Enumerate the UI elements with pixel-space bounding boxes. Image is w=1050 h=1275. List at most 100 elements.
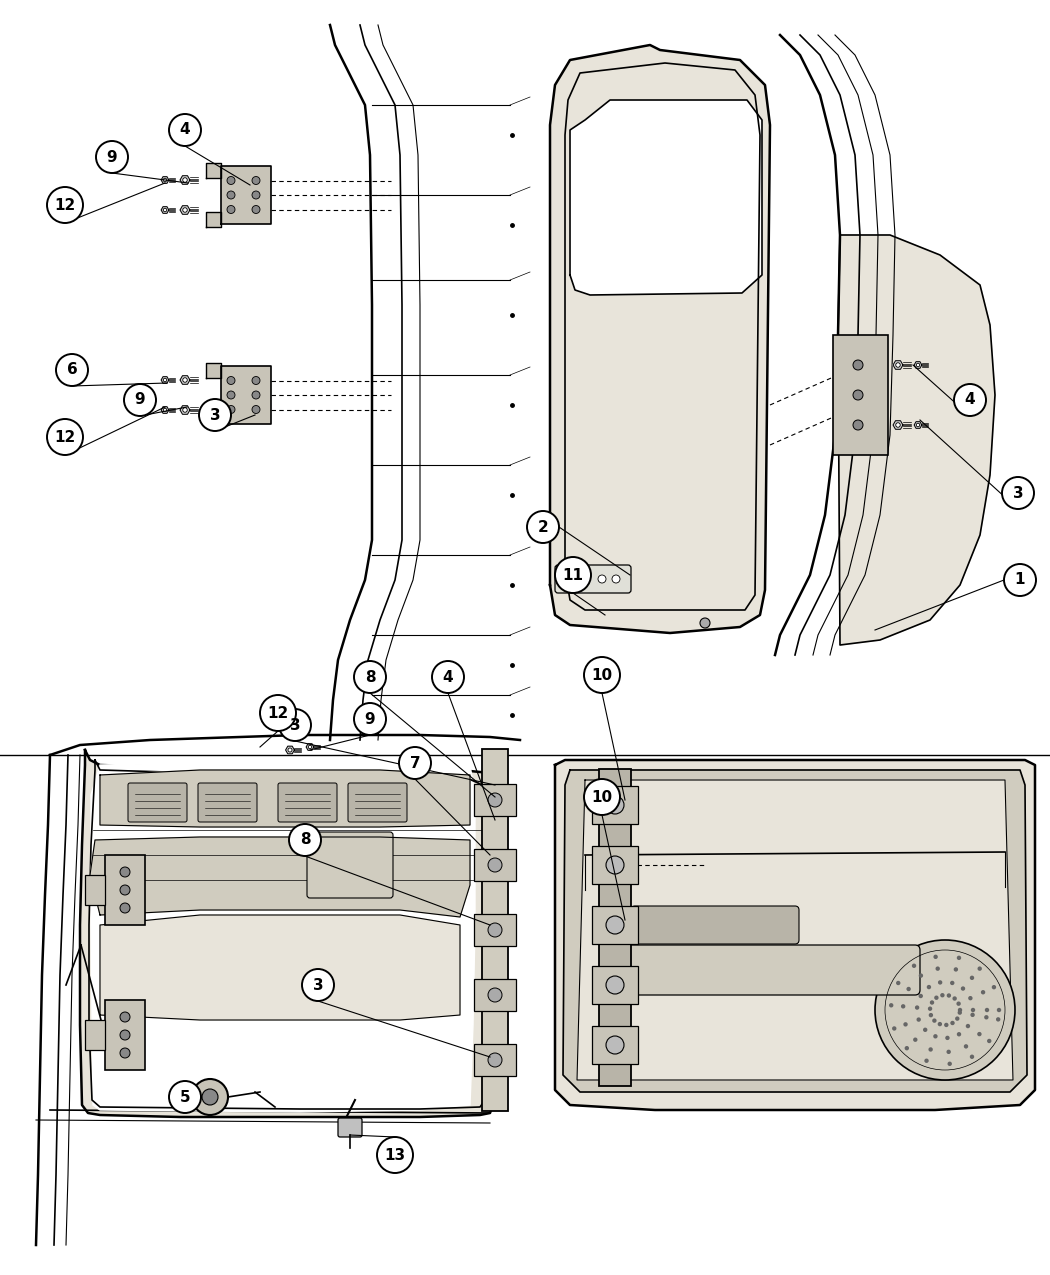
- Polygon shape: [180, 176, 190, 185]
- Polygon shape: [206, 213, 220, 227]
- Circle shape: [279, 709, 311, 741]
- Polygon shape: [161, 177, 169, 184]
- Circle shape: [919, 993, 923, 998]
- Text: 7: 7: [410, 756, 420, 770]
- Text: 6: 6: [66, 362, 78, 377]
- Circle shape: [875, 940, 1015, 1080]
- Circle shape: [163, 179, 167, 182]
- Circle shape: [985, 1007, 989, 1012]
- Circle shape: [302, 969, 334, 1001]
- Circle shape: [947, 1062, 952, 1066]
- Polygon shape: [838, 235, 995, 645]
- Circle shape: [555, 557, 591, 593]
- Circle shape: [606, 856, 624, 873]
- FancyBboxPatch shape: [482, 748, 508, 1111]
- Circle shape: [488, 793, 502, 807]
- Polygon shape: [220, 166, 271, 224]
- Circle shape: [928, 1006, 932, 1011]
- Circle shape: [227, 376, 235, 385]
- Polygon shape: [180, 376, 190, 384]
- Circle shape: [933, 1034, 938, 1039]
- FancyBboxPatch shape: [592, 907, 638, 944]
- Circle shape: [120, 885, 130, 895]
- Text: 12: 12: [55, 198, 76, 213]
- Circle shape: [984, 1015, 988, 1020]
- Circle shape: [169, 1081, 201, 1113]
- Circle shape: [917, 1017, 921, 1021]
- FancyBboxPatch shape: [105, 856, 145, 924]
- Circle shape: [227, 405, 235, 413]
- Circle shape: [289, 824, 321, 856]
- Text: 4: 4: [965, 393, 975, 408]
- Circle shape: [981, 991, 985, 995]
- Circle shape: [227, 191, 235, 199]
- Text: 9: 9: [107, 149, 118, 164]
- Circle shape: [961, 987, 965, 991]
- FancyBboxPatch shape: [833, 335, 888, 455]
- Circle shape: [966, 1024, 970, 1028]
- FancyBboxPatch shape: [610, 945, 920, 994]
- FancyBboxPatch shape: [474, 849, 516, 881]
- Polygon shape: [161, 207, 169, 213]
- FancyBboxPatch shape: [592, 966, 638, 1003]
- Circle shape: [996, 1007, 1002, 1012]
- Circle shape: [892, 1026, 897, 1030]
- Circle shape: [200, 399, 231, 431]
- Circle shape: [252, 191, 260, 199]
- FancyBboxPatch shape: [105, 1000, 145, 1070]
- Circle shape: [971, 1007, 975, 1012]
- Circle shape: [183, 377, 187, 382]
- Circle shape: [183, 408, 187, 412]
- Circle shape: [978, 1031, 982, 1037]
- Circle shape: [260, 695, 296, 731]
- Polygon shape: [90, 836, 470, 917]
- Polygon shape: [563, 770, 1027, 1091]
- Polygon shape: [570, 99, 762, 295]
- Circle shape: [584, 779, 620, 815]
- Circle shape: [944, 1023, 948, 1028]
- Circle shape: [399, 747, 430, 779]
- Circle shape: [288, 748, 292, 752]
- Circle shape: [584, 657, 620, 694]
- Circle shape: [96, 142, 128, 173]
- FancyBboxPatch shape: [198, 783, 257, 822]
- Circle shape: [47, 187, 83, 223]
- Circle shape: [970, 1012, 974, 1017]
- Circle shape: [957, 1001, 961, 1006]
- FancyBboxPatch shape: [85, 875, 105, 905]
- Circle shape: [970, 1054, 974, 1060]
- Circle shape: [566, 575, 574, 583]
- Circle shape: [930, 1001, 934, 1005]
- Circle shape: [252, 405, 260, 413]
- FancyBboxPatch shape: [278, 783, 337, 822]
- FancyBboxPatch shape: [592, 847, 638, 884]
- Circle shape: [252, 205, 260, 213]
- Polygon shape: [894, 421, 903, 430]
- Circle shape: [945, 1035, 949, 1040]
- Circle shape: [938, 980, 942, 984]
- Text: 3: 3: [1012, 486, 1024, 501]
- Polygon shape: [220, 366, 271, 425]
- Circle shape: [932, 1019, 937, 1023]
- Circle shape: [970, 975, 974, 980]
- Circle shape: [606, 975, 624, 994]
- Circle shape: [914, 1038, 918, 1042]
- Text: 9: 9: [364, 711, 375, 727]
- Circle shape: [906, 987, 910, 991]
- Polygon shape: [161, 376, 169, 384]
- Circle shape: [950, 980, 954, 986]
- Circle shape: [964, 1044, 968, 1048]
- Circle shape: [432, 660, 464, 694]
- Circle shape: [163, 208, 167, 212]
- Circle shape: [953, 968, 958, 972]
- Circle shape: [956, 1016, 960, 1021]
- Circle shape: [488, 1053, 502, 1067]
- Circle shape: [606, 915, 624, 935]
- Text: 10: 10: [591, 789, 612, 805]
- Text: 9: 9: [134, 393, 145, 408]
- Circle shape: [606, 796, 624, 813]
- FancyBboxPatch shape: [474, 914, 516, 946]
- Polygon shape: [550, 45, 770, 632]
- Circle shape: [120, 1012, 130, 1023]
- Circle shape: [938, 1021, 942, 1026]
